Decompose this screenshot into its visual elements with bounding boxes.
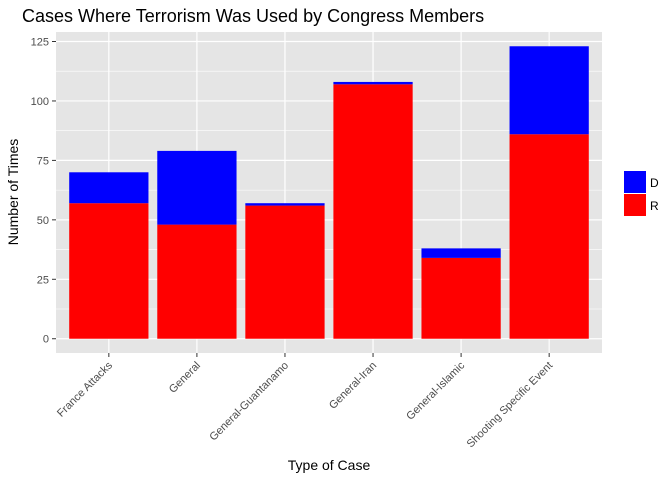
bars xyxy=(69,46,589,339)
x-tick-label: General-Islamic xyxy=(404,359,467,422)
bar-r xyxy=(69,203,149,339)
x-axis: France Attacks General General-Guantanamo G… xyxy=(55,353,555,450)
bar-r xyxy=(245,205,325,339)
bar-d xyxy=(509,46,589,135)
x-tick-label: General xyxy=(167,360,203,396)
y-tick-label: 125 xyxy=(31,37,49,49)
y-tick-label: 100 xyxy=(31,96,49,108)
x-tick-label: General-Guantanamo xyxy=(207,360,291,444)
legend: DR xyxy=(624,171,659,216)
bar-r xyxy=(421,257,501,339)
bar-d xyxy=(157,150,237,225)
x-tick-label: General-Iran xyxy=(327,360,379,412)
x-tick-label: France Attacks xyxy=(55,359,115,419)
y-tick-label: 25 xyxy=(37,274,49,286)
y-axis: 0 25 50 75 100 125 xyxy=(31,37,56,346)
bar-d xyxy=(333,81,413,85)
bar-r xyxy=(509,134,589,339)
bar-d xyxy=(245,203,325,206)
y-tick-label: 50 xyxy=(37,215,49,227)
bar-r xyxy=(157,224,237,339)
y-axis-title: Number of Times xyxy=(5,139,21,246)
y-tick-label: 75 xyxy=(37,155,49,167)
chart-title: Cases Where Terrorism Was Used by Congre… xyxy=(22,6,484,26)
legend-label-d: D xyxy=(650,176,659,190)
bar-r xyxy=(333,84,413,339)
legend-label-r: R xyxy=(650,199,659,213)
x-tick-label: Shooting Specific Event xyxy=(465,360,556,451)
legend-key-r xyxy=(624,194,646,216)
legend-key-d xyxy=(624,171,646,193)
bar-d xyxy=(69,172,149,204)
y-tick-label: 0 xyxy=(43,334,49,346)
x-axis-title: Type of Case xyxy=(288,457,371,473)
bar-d xyxy=(421,248,501,258)
